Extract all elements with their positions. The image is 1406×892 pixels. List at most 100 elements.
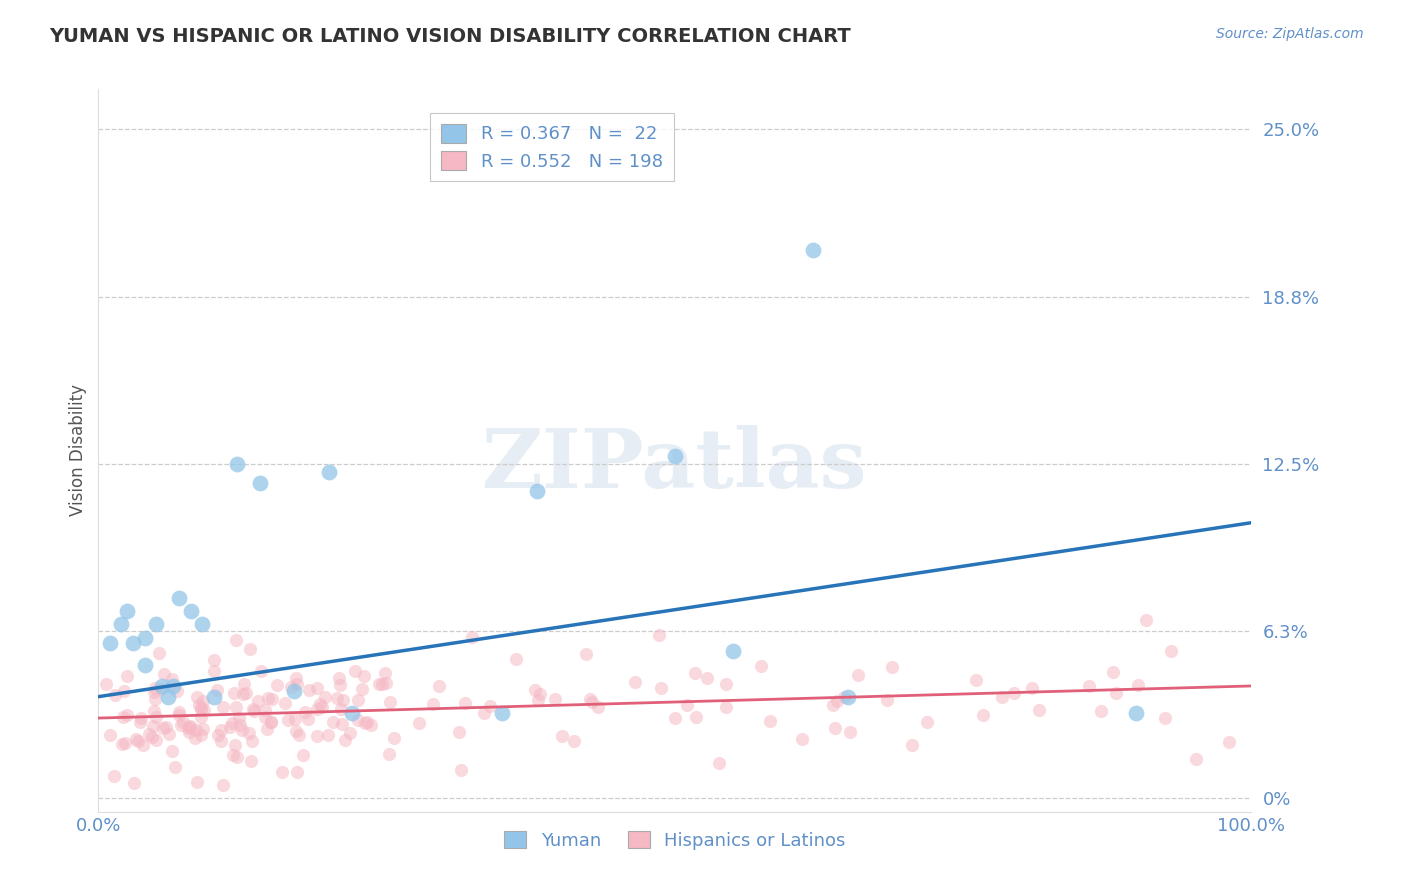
Point (284, 712, 307, 726)
Point (478, 698, 501, 713)
Point (235, 686, 257, 700)
Point (209, 723, 232, 737)
Point (212, 700, 235, 714)
Point (344, 664, 367, 678)
Point (148, 646, 170, 660)
Point (1153, 711, 1175, 725)
Point (285, 677, 308, 691)
Point (111, 709, 134, 723)
Point (832, 690, 855, 705)
Point (1135, 613, 1157, 627)
Point (179, 719, 201, 733)
Point (449, 724, 471, 739)
Point (339, 726, 361, 740)
Point (256, 690, 278, 705)
Point (98, 727, 121, 741)
Point (356, 714, 378, 729)
Point (184, 723, 207, 737)
Point (685, 710, 707, 724)
Point (246, 693, 269, 707)
Point (280, 681, 302, 695)
Point (98, 636, 121, 650)
Point (142, 685, 165, 699)
Point (382, 731, 405, 746)
Point (901, 738, 924, 752)
Point (330, 702, 353, 716)
Point (422, 697, 444, 711)
Point (170, 718, 193, 732)
Point (846, 668, 869, 682)
Point (371, 677, 394, 691)
Legend: Yuman, Hispanics or Latinos: Yuman, Hispanics or Latinos (498, 823, 852, 857)
Point (226, 750, 249, 764)
Point (193, 694, 215, 708)
Point (166, 683, 188, 698)
Point (243, 704, 266, 718)
Point (288, 728, 311, 742)
Point (191, 617, 214, 632)
Point (792, 731, 814, 746)
Point (340, 706, 363, 720)
Point (122, 636, 145, 650)
Point (749, 658, 772, 673)
Point (526, 693, 548, 707)
Point (1128, 678, 1150, 692)
Point (225, 700, 247, 714)
Point (1078, 680, 1101, 694)
Point (374, 665, 396, 680)
Point (285, 765, 308, 780)
Point (332, 693, 354, 707)
Point (250, 665, 273, 679)
Point (664, 711, 686, 725)
Point (972, 707, 994, 722)
Y-axis label: Vision Disability: Vision Disability (69, 384, 87, 516)
Point (876, 693, 898, 707)
Point (110, 617, 132, 632)
Point (260, 714, 283, 729)
Point (529, 687, 551, 701)
Point (801, 243, 824, 257)
Point (308, 697, 330, 711)
Point (134, 631, 156, 645)
Point (505, 651, 527, 665)
Point (307, 729, 329, 743)
Point (155, 720, 177, 734)
Point (131, 711, 153, 725)
Point (231, 723, 253, 738)
Point (167, 708, 190, 723)
Point (648, 627, 671, 641)
Point (283, 684, 305, 698)
Point (104, 688, 127, 702)
Point (127, 734, 149, 748)
Point (143, 692, 166, 706)
Point (318, 465, 340, 479)
Point (134, 657, 156, 672)
Point (1021, 681, 1043, 695)
Point (307, 702, 329, 716)
Point (375, 676, 398, 690)
Point (190, 701, 212, 715)
Point (297, 712, 319, 726)
Point (114, 736, 136, 750)
Point (212, 778, 235, 792)
Point (117, 604, 139, 618)
Point (184, 731, 207, 745)
Point (160, 672, 183, 686)
Point (579, 692, 602, 706)
Point (581, 695, 603, 709)
Point (260, 691, 283, 706)
Point (837, 690, 859, 704)
Point (167, 591, 190, 605)
Point (254, 703, 277, 717)
Point (222, 686, 245, 700)
Point (1090, 704, 1112, 718)
Point (353, 669, 375, 683)
Point (707, 756, 730, 770)
Point (169, 706, 191, 720)
Point (360, 718, 382, 732)
Point (150, 679, 173, 693)
Point (277, 713, 299, 727)
Text: Source: ZipAtlas.com: Source: ZipAtlas.com (1216, 27, 1364, 41)
Point (125, 731, 148, 746)
Point (110, 737, 132, 751)
